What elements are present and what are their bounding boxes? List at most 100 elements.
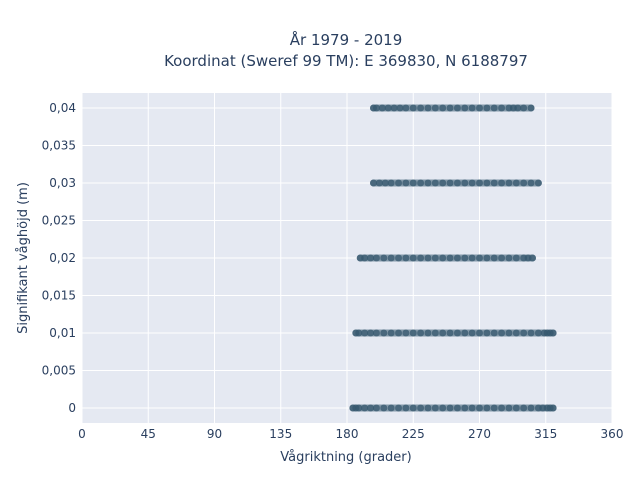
data-point [439,104,447,112]
x-tick-label: 180 [336,427,359,441]
data-point [402,329,410,337]
data-point [409,404,417,412]
data-point [417,404,425,412]
data-point [390,104,398,112]
data-point [409,104,417,112]
data-point [424,104,432,112]
x-tick-label: 315 [534,427,557,441]
data-point [461,104,469,112]
data-point [372,404,380,412]
data-point [367,329,375,337]
data-point [453,254,461,262]
y-tick-label: 0,015 [42,289,76,303]
data-point [361,329,369,337]
data-point [461,404,469,412]
data-point [490,254,498,262]
data-point [378,104,386,112]
x-tick-label: 90 [207,427,222,441]
data-point [461,179,469,187]
data-point [498,104,506,112]
data-point [505,254,513,262]
x-axis-title: Vågriktning (grader) [280,450,411,465]
data-point [409,179,417,187]
data-point [439,404,447,412]
data-point [402,404,410,412]
x-tick-label: 45 [141,427,156,441]
data-point [512,404,520,412]
data-point [395,329,403,337]
data-point [483,104,491,112]
data-point [476,179,483,187]
chart-title-line-2: Koordinat (Sweref 99 TM): E 369830, N 61… [164,52,528,70]
data-point [512,254,520,262]
data-point [534,179,542,187]
data-point [483,179,491,187]
data-point [417,329,425,337]
data-point [396,104,404,112]
y-axis-title: Signifikant våghöjd (m) [16,182,31,334]
data-point [446,254,454,262]
data-point [505,179,513,187]
data-point [520,104,528,112]
data-point [490,104,498,112]
data-point [490,179,498,187]
data-point [512,179,520,187]
data-point [424,329,432,337]
data-point [520,179,528,187]
data-point [527,179,535,187]
data-point [395,179,403,187]
x-tick-label: 0 [78,427,86,441]
data-point [453,179,461,187]
data-point [453,404,461,412]
data-point [505,404,513,412]
data-points [349,104,557,412]
data-point [498,179,506,187]
data-point [380,404,388,412]
data-point [361,404,369,412]
data-point [439,329,447,337]
data-point [446,329,454,337]
data-point [424,179,432,187]
data-point [453,104,461,112]
data-point [534,329,542,337]
data-point [361,254,369,262]
data-point [498,404,506,412]
data-point [514,104,522,112]
data-point [387,329,395,337]
data-point [380,329,388,337]
data-point [520,404,528,412]
data-point [527,329,535,337]
data-point [476,104,483,112]
data-point [355,329,363,337]
y-tick-label: 0,03 [49,176,76,190]
data-point [355,404,363,412]
data-point [402,254,410,262]
data-point [384,104,392,112]
data-point [439,179,447,187]
data-point [372,254,380,262]
y-tick-label: 0,025 [42,214,76,228]
data-point [387,179,395,187]
data-point [549,404,557,412]
data-point [468,254,476,262]
data-point [527,404,535,412]
data-point [446,404,454,412]
data-point [431,404,439,412]
x-tick-label: 135 [269,427,292,441]
data-point [417,104,425,112]
data-point [468,329,476,337]
data-point [375,179,383,187]
data-point [370,179,377,187]
y-tick-label: 0 [68,401,76,415]
data-point [476,404,483,412]
data-point [395,404,403,412]
data-point [468,179,476,187]
data-point [461,254,469,262]
data-point [402,179,410,187]
data-point [417,179,425,187]
data-point [367,254,375,262]
data-point [387,254,395,262]
data-point [498,329,506,337]
data-point [476,329,483,337]
data-point [483,329,491,337]
